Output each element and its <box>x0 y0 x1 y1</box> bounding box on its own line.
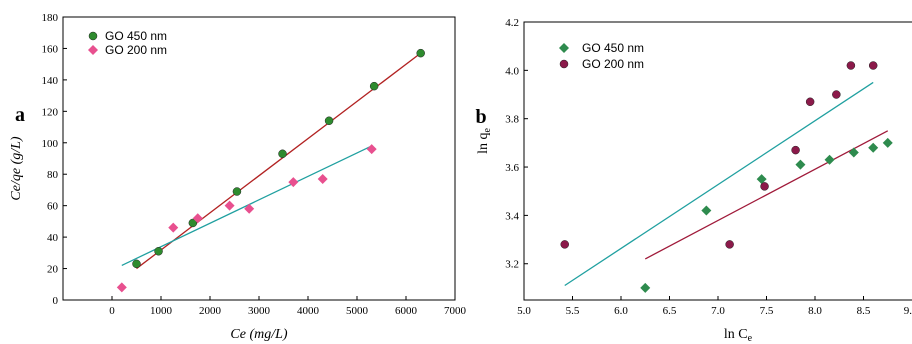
data-point <box>366 144 377 155</box>
y-tick-label: 4.2 <box>505 17 519 29</box>
legend-label: GO 200 nm <box>105 43 167 57</box>
chart-a: 0 20 40 60 80 100 120 140 160 180 0 1000 2000 3000 400… <box>9 12 467 342</box>
legend-marker <box>88 45 98 55</box>
data-point <box>760 182 769 191</box>
data-point <box>846 61 856 70</box>
data-point <box>868 61 878 70</box>
y-tick-label: 3.2 <box>505 259 519 271</box>
data-point <box>288 177 299 188</box>
x-axis-title: ln Ce <box>724 327 753 344</box>
x-tick-label: 5.0 <box>517 305 531 317</box>
y-tick-label: 3.6 <box>505 162 519 174</box>
x-axis-title: Ce (mg/L) <box>230 327 288 342</box>
data-point <box>725 240 734 249</box>
x-tick-label: 2000 <box>199 305 222 317</box>
y-tick-label: 100 <box>42 138 59 150</box>
legend-marker <box>559 43 569 53</box>
fit-line <box>644 130 889 260</box>
y-tick-label: 3.4 <box>505 210 519 222</box>
x-tick-label: 8.5 <box>857 305 871 317</box>
data-point <box>154 247 163 256</box>
x-tick-label: 8.0 <box>808 305 822 317</box>
x-tick-label: 1000 <box>150 305 173 317</box>
x-tick-label: 6000 <box>395 305 418 317</box>
legend-marker <box>88 31 98 41</box>
data-point <box>224 200 235 211</box>
y-tick-label: 20 <box>47 264 59 276</box>
y-axis-title: Ce/qe (g/L) <box>9 136 24 200</box>
data-point <box>416 48 425 58</box>
y-tick-label: 160 <box>42 43 59 55</box>
data-point <box>848 147 859 158</box>
x-tick-label: 6.5 <box>663 305 677 317</box>
data-point <box>824 154 835 165</box>
legend-label: GO 450 nm <box>105 29 167 43</box>
data-point <box>795 159 806 170</box>
y-tick-label: 0 <box>53 295 59 307</box>
legend-label: GO 450 nm <box>582 41 644 55</box>
y-tick-label: 4.0 <box>505 65 519 77</box>
x-tick-label: 5.5 <box>566 305 580 317</box>
x-tick-label: 7000 <box>444 305 467 317</box>
y-tick-label: 80 <box>47 169 59 181</box>
data-point <box>369 81 379 91</box>
y-tick-label: 140 <box>42 75 59 87</box>
data-point <box>324 116 334 126</box>
legend-marker <box>559 59 569 69</box>
y-tick-label: 180 <box>42 12 59 24</box>
data-point <box>560 240 569 249</box>
plot-frame <box>62 16 456 301</box>
x-tick-label: 7.0 <box>711 305 725 317</box>
data-point <box>701 205 712 216</box>
y-tick-label: 60 <box>47 201 59 213</box>
x-tick-label: 4000 <box>297 305 320 317</box>
data-point <box>116 282 127 293</box>
data-point <box>317 173 328 184</box>
y-tick-label: 3.8 <box>505 114 519 126</box>
data-point <box>756 174 767 185</box>
y-tick-label: 120 <box>42 106 59 118</box>
y-axis-title: ln qe <box>476 128 493 154</box>
chart-b: 3.2 3.4 3.6 3.8 4.0 4.2 5.0 5.5 6.0 6.5 7.0 7.5 8.0 8… <box>475 17 912 344</box>
x-tick-label: 7.5 <box>760 305 774 317</box>
data-point <box>244 203 255 214</box>
fit-line <box>564 81 874 287</box>
data-point <box>168 222 179 233</box>
data-point <box>188 218 198 228</box>
data-point <box>192 213 203 224</box>
panel-label: b <box>475 106 486 128</box>
data-point <box>232 187 242 196</box>
data-point <box>791 145 800 155</box>
y-tick-label: 40 <box>47 232 59 244</box>
data-point <box>832 90 841 99</box>
x-tick-label: 3000 <box>248 305 271 317</box>
x-tick-label: 5000 <box>346 305 369 317</box>
legend-label: GO 200 nm <box>582 57 644 71</box>
data-point <box>868 142 879 153</box>
x-tick-label: 6.0 <box>614 305 628 317</box>
data-point <box>132 259 141 269</box>
data-point <box>278 149 287 159</box>
x-tick-label: 0 <box>109 305 115 317</box>
data-point <box>640 282 651 293</box>
x-tick-label-edge: 9. <box>904 305 912 317</box>
data-point <box>882 137 893 148</box>
panel-label: a <box>15 104 25 126</box>
data-point <box>805 97 815 107</box>
fit-line <box>121 145 372 266</box>
